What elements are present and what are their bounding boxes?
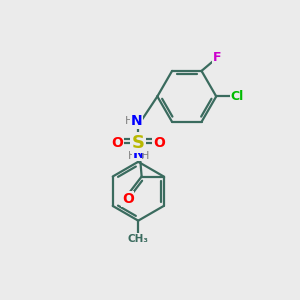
Text: CH₃: CH₃ <box>128 234 149 244</box>
Text: O: O <box>112 136 124 150</box>
Text: N: N <box>133 146 145 161</box>
Text: O: O <box>122 192 134 206</box>
Text: S: S <box>132 134 145 152</box>
Text: N: N <box>131 114 142 128</box>
Text: F: F <box>213 52 221 64</box>
Text: H: H <box>125 116 134 126</box>
Text: H: H <box>141 151 150 161</box>
Text: Cl: Cl <box>231 90 244 103</box>
Text: H: H <box>128 151 136 161</box>
Text: O: O <box>153 136 165 150</box>
